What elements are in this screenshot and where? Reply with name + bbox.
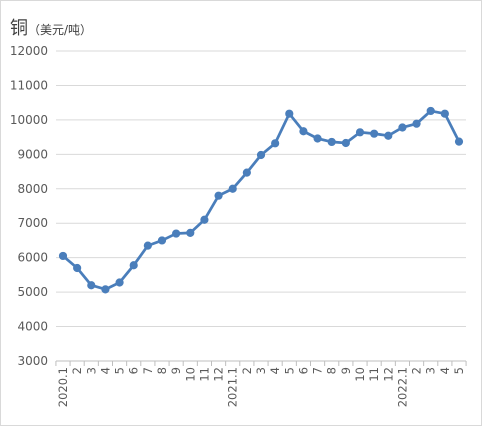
y-tick-labels: 3000 4000 5000 6000 7000 8000 9000 10000 11000 12… <box>10 44 48 368</box>
y-tick-label-7000: 7000 <box>17 216 48 230</box>
data-point-5 <box>129 261 138 270</box>
data-point-1 <box>73 263 82 273</box>
data-point-6 <box>143 241 152 250</box>
data-point-15 <box>271 139 280 148</box>
data-point-27 <box>440 109 449 118</box>
x-tick-label-23: 12 <box>381 367 395 382</box>
x-tick-label-17: 6 <box>296 367 310 374</box>
data-point-11 <box>214 191 223 200</box>
x-tick-label-1: 2 <box>70 367 84 374</box>
x-tick-label-15: 4 <box>268 367 282 374</box>
data-point-20 <box>341 138 350 148</box>
data-point-3 <box>101 285 110 294</box>
data-point-12 <box>228 184 237 193</box>
data-point-4 <box>115 278 124 287</box>
y-tick-label-12000: 12000 <box>10 44 48 58</box>
x-tick-label-27: 4 <box>438 367 452 374</box>
data-point-28 <box>454 137 464 146</box>
data-point-26 <box>426 106 435 116</box>
data-point-23 <box>384 131 393 140</box>
x-tick-label-13: 2 <box>240 367 254 374</box>
data-point-0 <box>58 251 68 261</box>
data-point-18 <box>313 134 322 143</box>
x-tick-label-22: 11 <box>367 367 381 382</box>
data-point-9 <box>186 228 195 237</box>
chart-unit-label: （美元/吨） <box>28 23 93 37</box>
x-tick-label-14: 3 <box>254 367 268 374</box>
data-point-21 <box>355 128 365 137</box>
series-copper-price <box>58 106 464 294</box>
x-tick-label-28: 5 <box>452 367 466 374</box>
y-tick-label-4000: 4000 <box>17 320 48 334</box>
y-tick-label-6000: 6000 <box>17 251 48 265</box>
y-tick-label-5000: 5000 <box>17 285 48 299</box>
x-tick-label-4: 5 <box>113 367 127 374</box>
x-tick-label-6: 7 <box>141 367 155 374</box>
y-tick-label-8000: 8000 <box>17 182 48 196</box>
axes <box>55 360 467 366</box>
data-point-16 <box>285 109 294 118</box>
data-point-8 <box>172 229 181 238</box>
data-point-14 <box>256 150 266 160</box>
x-tick-label-5: 6 <box>127 367 141 374</box>
x-tick-label-26: 3 <box>424 367 438 374</box>
x-tick-label-25: 2 <box>410 367 424 374</box>
data-point-2 <box>87 281 96 290</box>
x-tick-label-11: 12 <box>212 367 226 382</box>
data-point-10 <box>200 215 209 224</box>
data-point-17 <box>299 127 308 136</box>
x-tick-label-24: 2022.1 <box>395 367 409 407</box>
data-point-7 <box>157 236 167 245</box>
x-tick-label-21: 10 <box>353 367 367 382</box>
y-tick-label-9000: 9000 <box>17 147 48 161</box>
x-tick-label-12: 2021.1 <box>226 367 240 407</box>
x-tick-label-19: 8 <box>325 367 339 374</box>
data-point-25 <box>412 119 421 128</box>
x-tick-label-0: 2020.1 <box>56 367 70 407</box>
series-line <box>61 109 461 291</box>
y-tick-label-10000: 10000 <box>10 113 48 127</box>
x-tick-labels: 2020.1 2 3 4 5 6 7 8 9 10 11 12 2021.1 2 3 4 5 6 7 8 9 10 11 12… <box>56 367 466 407</box>
data-point-22 <box>370 129 379 138</box>
x-tick-label-8: 9 <box>169 367 183 374</box>
chart-title: 铜 <box>10 18 28 39</box>
data-point-19 <box>327 137 336 147</box>
x-tick-label-20: 9 <box>339 367 353 374</box>
x-tick-label-9: 10 <box>183 367 197 382</box>
data-point-24 <box>398 123 407 132</box>
x-tick-label-16: 5 <box>282 367 296 374</box>
data-point-13 <box>242 168 251 177</box>
x-tick-label-7: 8 <box>155 367 169 374</box>
x-tick-label-18: 7 <box>311 367 325 374</box>
x-tick-label-2: 3 <box>84 367 98 374</box>
x-tick-label-10: 11 <box>197 367 211 382</box>
y-tick-label-11000: 11000 <box>10 78 48 92</box>
chart-title-block: 铜（美元/吨） <box>10 14 92 40</box>
x-tick-label-3: 4 <box>98 367 112 374</box>
y-tick-label-3000: 3000 <box>17 354 48 368</box>
